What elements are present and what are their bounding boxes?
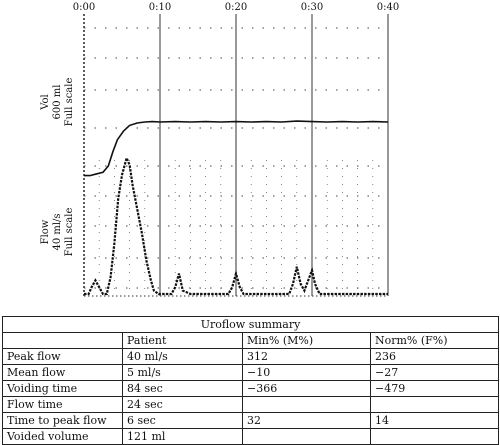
row-label: Mean flow <box>2 364 123 381</box>
patient-value: 5 ml/s <box>122 364 243 381</box>
norm-value: 236 <box>369 348 500 365</box>
x-tick-label: 0:30 <box>301 2 323 13</box>
patient-value: 84 sec <box>122 380 243 397</box>
header-cell-min: Min% (M%) <box>242 332 371 349</box>
table-row: Peak flow 40 ml/s 312 236 <box>2 348 500 365</box>
header-cell-patient: Patient <box>122 332 243 349</box>
axis-label-line: Vol <box>40 94 51 111</box>
table-header-row: Patient Min% (M%) Norm% (F%) <box>2 332 500 349</box>
axis-label-line: Full scale <box>64 208 75 257</box>
patient-value: 6 sec <box>122 412 243 429</box>
axis-label-line: Flow <box>40 219 51 244</box>
flow-axis-label: Flow 40 ml/s Full scale <box>40 208 75 257</box>
min-value: 312 <box>242 348 371 365</box>
patient-value: 24 sec <box>122 396 243 413</box>
flow-series-line <box>84 154 388 296</box>
table-row: Time to peak flow 6 sec 32 14 <box>2 412 500 429</box>
table-title-row: Uroflow summary <box>1 316 500 333</box>
x-tick-label: 0:40 <box>377 2 399 13</box>
x-tick-labels: 0:00 0:10 0:20 0:30 0:40 <box>73 2 399 13</box>
min-value: −10 <box>242 364 371 381</box>
volume-series-line <box>84 120 389 177</box>
min-value <box>242 396 371 413</box>
chart-grid <box>83 14 389 297</box>
min-value: −366 <box>242 380 371 397</box>
uroflow-chart: 0:00 0:10 0:20 0:30 0:40 Vol 600 ml Full scale… <box>40 2 399 297</box>
row-label: Voiding time <box>2 380 123 397</box>
uroflow-summary-table-wrap: Uroflow summary Patient Min% (M%) Norm% … <box>1 316 500 445</box>
volume-axis-label: Vol 600 ml Full scale <box>40 78 75 127</box>
table-row: Mean flow 5 ml/s −10 −27 <box>2 364 500 381</box>
norm-value: 14 <box>369 412 500 429</box>
x-tick-label: 0:10 <box>149 2 171 13</box>
row-label: Peak flow <box>2 348 123 365</box>
table-row: Voiding time 84 sec −366 −479 <box>2 380 500 397</box>
x-tick-label: 0:20 <box>225 2 247 13</box>
row-label: Voided volume <box>2 428 123 445</box>
min-value <box>242 428 371 445</box>
header-cell-empty <box>2 332 123 349</box>
axis-label-group: Vol 600 ml Full scale <box>40 78 75 127</box>
table-title: Uroflow summary <box>1 316 500 333</box>
row-label: Flow time <box>2 396 123 413</box>
min-value: 32 <box>242 412 371 429</box>
axis-label-line: 600 ml <box>52 85 63 120</box>
norm-value: −27 <box>369 364 500 381</box>
norm-value: −479 <box>369 380 500 397</box>
norm-value <box>369 396 500 413</box>
patient-value: 40 ml/s <box>122 348 243 365</box>
patient-value: 121 ml <box>122 428 243 445</box>
x-tick-label: 0:00 <box>73 2 95 13</box>
row-label: Time to peak flow <box>2 412 123 429</box>
axis-label-line: Full scale <box>64 78 75 127</box>
axis-label-group: Flow 40 ml/s Full scale <box>40 208 75 257</box>
axis-label-line: 40 ml/s <box>52 213 63 250</box>
table-row: Flow time 24 sec <box>2 396 500 413</box>
norm-value <box>369 428 500 445</box>
header-cell-norm: Norm% (F%) <box>369 332 500 349</box>
uroflow-summary-table: Uroflow summary Patient Min% (M%) Norm% … <box>1 316 500 445</box>
table-row: Voided volume 121 ml <box>2 428 500 445</box>
